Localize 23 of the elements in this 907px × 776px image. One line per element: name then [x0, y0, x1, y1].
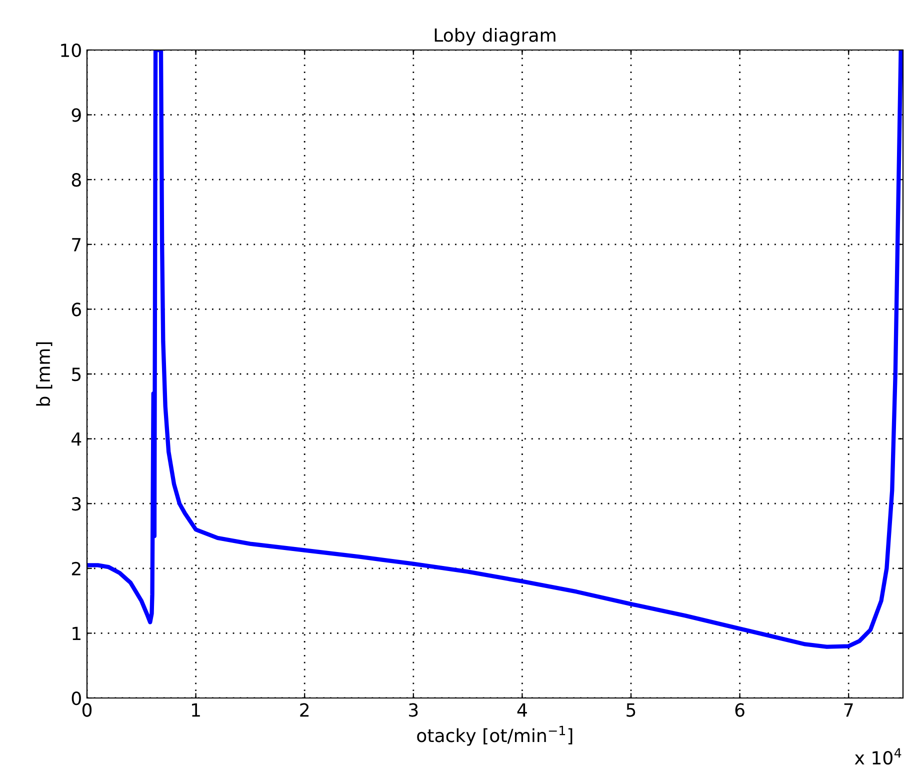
y-tick-label: 10 [61, 43, 81, 58]
y-tick-label: 5 [72, 368, 81, 382]
x-tick-label: 0 [82, 703, 92, 717]
chart-title: Loby diagram [434, 28, 556, 46]
y-tick-label: 1 [72, 626, 80, 640]
x-tick-label: 5 [626, 703, 636, 717]
y-axis-title: b [mm] [36, 342, 52, 406]
y-tick-label: 4 [72, 432, 82, 446]
x-tick-label: 2 [300, 703, 309, 717]
x-tick-label: 6 [735, 703, 744, 717]
y-tick-label: 8 [72, 173, 81, 187]
x-tick-label: 7 [844, 703, 853, 717]
x-tick-label: 4 [517, 703, 527, 717]
x-axis-title: otacky [ot/min$^{−1}$] [417, 726, 572, 746]
y-tick-label: 6 [72, 302, 81, 316]
y-tick-label: 9 [72, 108, 81, 122]
x-tick-label: 3 [409, 703, 418, 717]
y-tick-label: 0 [72, 691, 81, 706]
text: x 10$^{4}$ [854, 748, 902, 765]
y-tick-label: 2 [72, 562, 80, 576]
y-tick-label: 7 [72, 238, 81, 252]
y-tick-label: 3 [72, 497, 81, 511]
x-tick-label: 1 [192, 703, 200, 717]
